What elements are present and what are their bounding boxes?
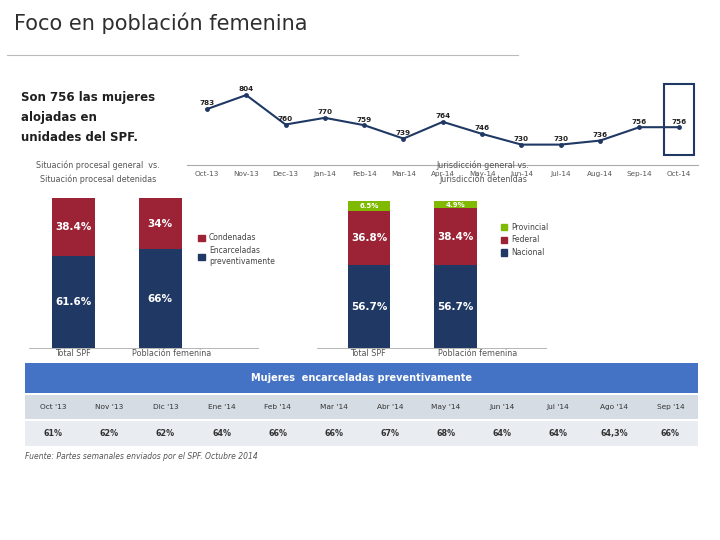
Text: 36.8%: 36.8% (351, 233, 387, 242)
Bar (139, 198, 181, 249)
Text: 764: 764 (435, 113, 451, 119)
Text: 56.7%: 56.7% (437, 301, 474, 312)
Text: 759: 759 (356, 117, 372, 123)
Text: Población femenina: Población femenina (438, 349, 518, 357)
Text: Fuente: Partes semanales enviados por el SPF. Octubre 2014: Fuente: Partes semanales enviados por el… (25, 453, 258, 461)
Text: 56.7%: 56.7% (351, 301, 387, 312)
Text: Oct '13: Oct '13 (40, 404, 66, 410)
Bar (434, 208, 477, 265)
Text: 756: 756 (631, 118, 647, 125)
Text: 804: 804 (238, 86, 253, 92)
Text: 62%: 62% (100, 429, 119, 438)
Text: 730: 730 (514, 136, 529, 142)
Text: Abr '14: Abr '14 (377, 404, 403, 410)
Text: Ago '14: Ago '14 (600, 404, 629, 410)
Text: 34%: 34% (148, 219, 173, 229)
Text: 66%: 66% (324, 429, 343, 438)
Text: Son 756 las mujeres
alojadas en
unidades del SPF.: Son 756 las mujeres alojadas en unidades… (21, 91, 155, 144)
Text: May '14: May '14 (431, 404, 461, 410)
FancyBboxPatch shape (25, 421, 698, 446)
Text: Total SPF: Total SPF (350, 349, 385, 357)
Text: La población femenina constituye el 7,3% del total de la población del SPF. La m: La población femenina constituye el 7,3%… (13, 481, 555, 523)
Text: Foco en población femenina: Foco en población femenina (14, 13, 308, 34)
Text: 746: 746 (474, 125, 490, 131)
FancyBboxPatch shape (25, 395, 698, 419)
Text: 730: 730 (553, 136, 568, 142)
Text: 64%: 64% (212, 429, 231, 438)
Text: Ene '14: Ene '14 (208, 404, 235, 410)
Text: Sep '14: Sep '14 (657, 404, 684, 410)
Text: 66%: 66% (661, 429, 680, 438)
FancyBboxPatch shape (25, 363, 698, 393)
Text: 739: 739 (396, 130, 411, 136)
Text: 68%: 68% (436, 429, 456, 438)
Text: 38.4%: 38.4% (437, 232, 474, 241)
Text: 6.5%: 6.5% (359, 203, 379, 209)
Text: 66%: 66% (268, 429, 287, 438)
Text: Total SPF: Total SPF (55, 349, 91, 357)
Text: Mujeres  encarceladas preventivamente: Mujeres encarceladas preventivamente (251, 373, 472, 383)
Text: 38.4%: 38.4% (55, 222, 92, 232)
Bar (53, 256, 95, 348)
Text: 62%: 62% (156, 429, 175, 438)
Text: 4.9%: 4.9% (446, 201, 465, 208)
Text: 64%: 64% (549, 429, 567, 438)
Text: 756: 756 (671, 118, 686, 125)
Text: 736: 736 (593, 132, 608, 138)
Text: 783: 783 (199, 100, 215, 106)
Bar (139, 249, 181, 348)
Text: Mar '14: Mar '14 (320, 404, 348, 410)
Legend: Condenadas, Encarceladas
preventivamente: Condenadas, Encarceladas preventivamente (198, 233, 275, 266)
Text: 64%: 64% (492, 429, 511, 438)
Text: Situación procesal general  vs.
Situación procesal detenidas: Situación procesal general vs. Situación… (37, 161, 160, 184)
Text: Población femenina: Población femenina (132, 349, 211, 357)
Bar (53, 198, 95, 256)
Text: Jul '14: Jul '14 (546, 404, 570, 410)
Text: 770: 770 (318, 109, 333, 115)
Text: Evolución de cantidad de detenidas. Octubre 2013 – Octubre 2014: Evolución de cantidad de detenidas. Octu… (328, 85, 608, 93)
Bar (348, 201, 390, 211)
Text: Dic '13: Dic '13 (153, 404, 179, 410)
Bar (348, 265, 390, 348)
Text: 61%: 61% (44, 429, 63, 438)
Text: 61.6%: 61.6% (55, 297, 92, 307)
Text: Jun '14: Jun '14 (490, 404, 515, 410)
Text: Feb '14: Feb '14 (264, 404, 291, 410)
Text: 64,3%: 64,3% (600, 429, 628, 438)
Bar (434, 265, 477, 348)
Text: Nov '13: Nov '13 (95, 404, 123, 410)
Text: 67%: 67% (380, 429, 400, 438)
Text: Jurisdicción general vs.
Jurisdicción detenidas: Jurisdicción general vs. Jurisdicción de… (437, 161, 529, 184)
Bar (434, 201, 477, 208)
Text: 66%: 66% (148, 294, 173, 304)
Text: 760: 760 (278, 116, 293, 122)
Bar (348, 211, 390, 265)
Legend: Provincial, Federal, Nacional: Provincial, Federal, Nacional (500, 222, 549, 257)
